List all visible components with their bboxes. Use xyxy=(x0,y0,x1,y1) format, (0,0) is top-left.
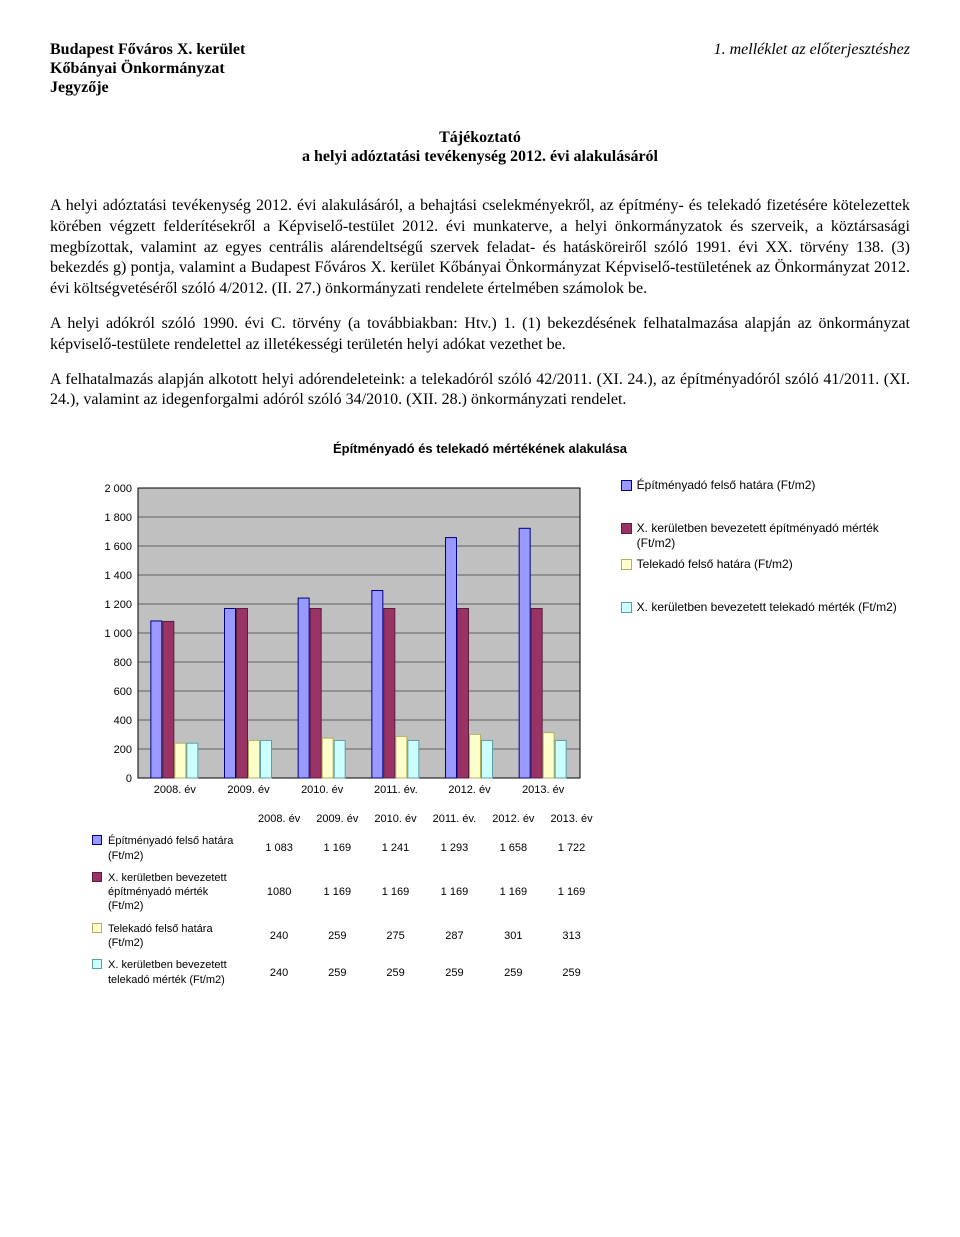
svg-text:1 000: 1 000 xyxy=(104,628,132,640)
svg-text:2013. év: 2013. év xyxy=(522,784,565,796)
table-cell: 240 xyxy=(250,918,308,955)
table-row-label: X. kerületben bevezetett telekadó mérték… xyxy=(90,954,250,991)
svg-text:2008. év: 2008. év xyxy=(154,784,197,796)
svg-text:1 800: 1 800 xyxy=(104,512,132,524)
table-cell: 1 241 xyxy=(366,830,424,867)
legend-swatch-icon xyxy=(92,923,102,933)
table-cell: 259 xyxy=(542,954,600,991)
svg-text:1 200: 1 200 xyxy=(104,599,132,611)
svg-text:2011. év.: 2011. év. xyxy=(374,784,418,796)
chart-legend: Építményadó felső határa (Ft/m2) X. kerü… xyxy=(621,478,901,643)
body-paragraph: A felhatalmazás alapján alkotott helyi a… xyxy=(50,370,910,412)
table-header: 2008. év xyxy=(250,808,308,830)
title-block: Tájékoztató a helyi adóztatási tevékenys… xyxy=(50,128,910,166)
svg-text:2 000: 2 000 xyxy=(104,483,132,495)
table-cell: 1 722 xyxy=(542,830,600,867)
table-cell: 259 xyxy=(308,954,366,991)
legend-item: Építményadó felső határa (Ft/m2) xyxy=(621,478,901,493)
svg-text:2009. év: 2009. év xyxy=(227,784,270,796)
chart-data-table: 2008. év2009. év2010. év2011. év.2012. é… xyxy=(90,808,601,991)
table-row-label: Telekadó felső határa (Ft/m2) xyxy=(90,918,250,955)
table-cell: 1 169 xyxy=(308,867,366,918)
legend-swatch-icon xyxy=(621,480,632,491)
legend-item: Telekadó felső határa (Ft/m2) xyxy=(621,557,901,572)
table-cell: 1 169 xyxy=(484,867,542,918)
title-line: Tájékoztató xyxy=(50,128,910,147)
body-paragraph: A helyi adókról szóló 1990. évi C. törvé… xyxy=(50,314,910,356)
legend-label: X. kerületben bevezetett telekadó mérték… xyxy=(637,600,897,615)
title-line: a helyi adóztatási tevékenység 2012. évi… xyxy=(50,147,910,166)
table-cell: 1 658 xyxy=(484,830,542,867)
bar-chart: 0 200 400 600 800 1 000 1 200 1 400 1 600 1 800 2 … xyxy=(90,478,590,808)
legend-swatch-icon xyxy=(92,872,102,882)
table-header: 2011. év. xyxy=(425,808,485,830)
legend-label: Építményadó felső határa (Ft/m2) xyxy=(637,478,816,493)
chart-title: Építményadó és telekadó mértékének alaku… xyxy=(50,441,910,458)
chart-plot-area: 0 200 400 600 800 1 000 1 200 1 400 1 600 1 800 2 … xyxy=(90,478,601,991)
page-header: Budapest Főváros X. kerület Kőbányai Önk… xyxy=(50,40,910,98)
table-cell: 1080 xyxy=(250,867,308,918)
org-block: Budapest Főváros X. kerület Kőbányai Önk… xyxy=(50,40,245,98)
table-row-label: X. kerületben bevezetett építményadó mér… xyxy=(90,867,250,918)
table-header: 2009. év xyxy=(308,808,366,830)
svg-text:2012. év: 2012. év xyxy=(448,784,491,796)
table-cell: 313 xyxy=(542,918,600,955)
table-cell: 259 xyxy=(425,954,485,991)
legend-swatch-icon xyxy=(92,959,102,969)
table-cell: 1 083 xyxy=(250,830,308,867)
svg-text:2010. év: 2010. év xyxy=(301,784,344,796)
legend-swatch-icon xyxy=(621,559,632,570)
table-cell: 1 169 xyxy=(308,830,366,867)
chart-container: 0 200 400 600 800 1 000 1 200 1 400 1 600 1 800 2 … xyxy=(90,478,910,991)
attachment-note: 1. melléklet az előterjesztéshez xyxy=(714,40,910,61)
table-cell: 1 293 xyxy=(425,830,485,867)
legend-label: X. kerületben bevezetett építményadó mér… xyxy=(637,521,901,551)
svg-text:600: 600 xyxy=(114,686,132,698)
legend-swatch-icon xyxy=(92,835,102,845)
legend-label: Telekadó felső határa (Ft/m2) xyxy=(637,557,793,572)
svg-text:0: 0 xyxy=(126,773,132,785)
table-header: 2013. év xyxy=(542,808,600,830)
legend-item: X. kerületben bevezetett telekadó mérték… xyxy=(621,600,901,615)
table-cell: 259 xyxy=(366,954,424,991)
table-cell: 259 xyxy=(308,918,366,955)
body-paragraph: A helyi adóztatási tevékenység 2012. évi… xyxy=(50,196,910,300)
table-header: 2010. év xyxy=(366,808,424,830)
org-line: Kőbányai Önkormányzat xyxy=(50,59,245,78)
legend-swatch-icon xyxy=(621,523,632,534)
table-cell: 1 169 xyxy=(542,867,600,918)
table-cell: 1 169 xyxy=(425,867,485,918)
svg-text:200: 200 xyxy=(114,744,132,756)
table-cell: 301 xyxy=(484,918,542,955)
org-line: Budapest Főváros X. kerület xyxy=(50,40,245,59)
table-cell: 259 xyxy=(484,954,542,991)
svg-text:800: 800 xyxy=(114,657,132,669)
table-header: 2012. év xyxy=(484,808,542,830)
table-cell: 1 169 xyxy=(366,867,424,918)
svg-text:400: 400 xyxy=(114,715,132,727)
legend-swatch-icon xyxy=(621,602,632,613)
org-line: Jegyzője xyxy=(50,78,245,97)
svg-text:1 400: 1 400 xyxy=(104,570,132,582)
table-row-label: Építményadó felső határa (Ft/m2) xyxy=(90,830,250,867)
table-cell: 287 xyxy=(425,918,485,955)
table-cell: 240 xyxy=(250,954,308,991)
svg-text:1 600: 1 600 xyxy=(104,541,132,553)
legend-item: X. kerületben bevezetett építményadó mér… xyxy=(621,521,901,551)
table-cell: 275 xyxy=(366,918,424,955)
